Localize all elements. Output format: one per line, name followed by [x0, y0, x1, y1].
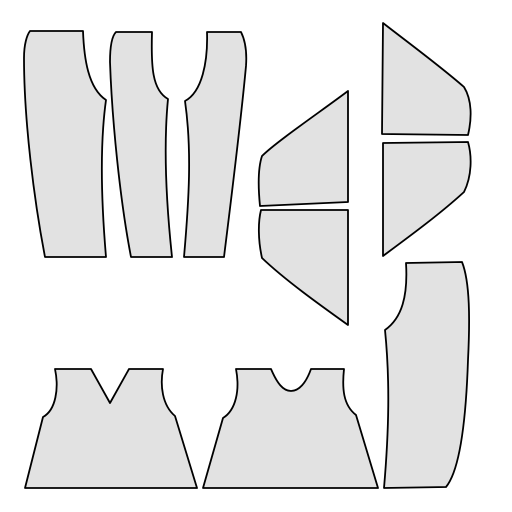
bodice-back-round-neck-piece	[202, 368, 379, 489]
sleeve-left-lower-piece	[257, 209, 349, 326]
pant-left-inner-piece	[109, 31, 173, 258]
pant-right-inner-piece	[183, 31, 248, 258]
bodice-front-v-neck-piece	[24, 368, 198, 489]
pant-left-outer-piece	[23, 30, 107, 258]
sleeve-left-upper-piece	[257, 90, 349, 207]
side-panel-piece	[383, 261, 470, 489]
sleeve-right-lower-piece	[382, 141, 472, 257]
sleeve-right-upper-piece	[381, 22, 472, 136]
